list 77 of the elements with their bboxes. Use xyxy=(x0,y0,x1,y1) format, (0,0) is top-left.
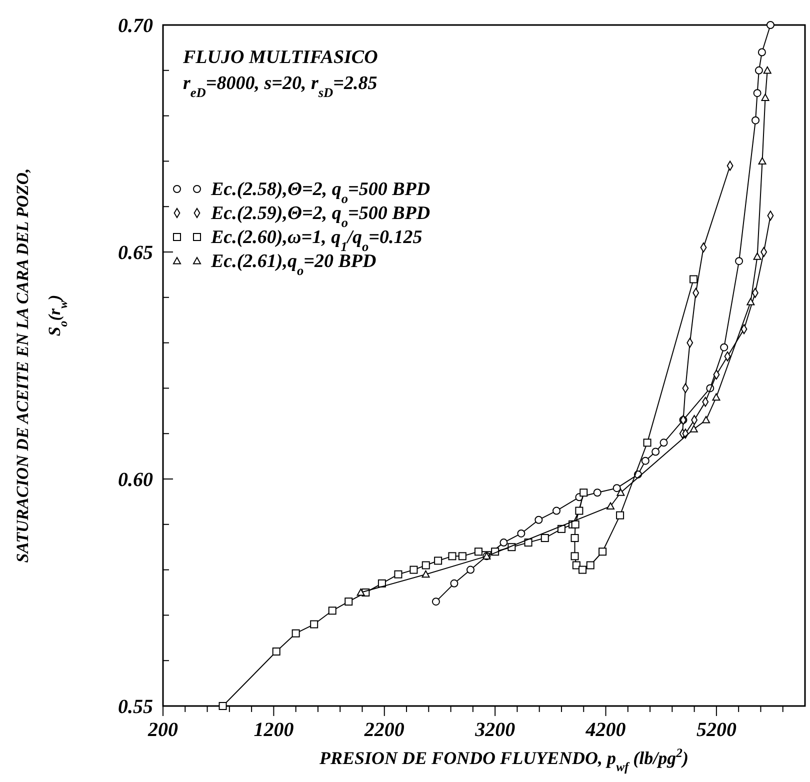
point xyxy=(540,534,549,542)
point xyxy=(448,552,456,560)
point xyxy=(410,566,418,574)
point xyxy=(763,66,772,74)
point xyxy=(458,552,466,560)
point xyxy=(394,570,402,578)
point xyxy=(570,534,579,542)
y-tick-label: 0.60 xyxy=(118,469,153,491)
point xyxy=(593,488,602,497)
point xyxy=(571,520,580,528)
point xyxy=(292,629,300,638)
x-tick-label: 1200 xyxy=(254,719,294,741)
point xyxy=(344,598,353,606)
point xyxy=(552,506,560,515)
point xyxy=(598,548,607,556)
annotation: FLUJO MULTIFASICO xyxy=(182,47,378,68)
point xyxy=(580,488,588,497)
x-tick-label: 4200 xyxy=(584,719,626,741)
point xyxy=(586,561,594,570)
point xyxy=(754,66,763,74)
y-tick-label: 0.70 xyxy=(118,15,153,37)
x-tick-label: 2200 xyxy=(363,719,404,741)
point xyxy=(616,511,624,520)
point xyxy=(766,21,774,29)
point xyxy=(606,502,615,510)
point xyxy=(356,588,365,596)
point xyxy=(753,89,762,98)
point xyxy=(218,702,227,710)
point xyxy=(434,556,442,565)
point xyxy=(578,566,587,574)
point xyxy=(746,298,755,306)
point xyxy=(272,648,280,656)
point xyxy=(524,538,532,547)
point xyxy=(612,484,621,492)
point xyxy=(575,506,584,515)
point xyxy=(466,566,474,574)
legend-label: Ec.(2.58),Θ=2, q$_{o}$=500 BPD xyxy=(210,179,430,206)
point xyxy=(758,157,766,164)
point xyxy=(752,116,760,124)
point xyxy=(570,552,579,560)
point xyxy=(702,416,710,424)
legend-label: Ec.(2.59),Θ=2, q$_{o}$=500 BPD xyxy=(210,203,430,230)
point xyxy=(534,516,543,524)
x-tick-label: 200 xyxy=(147,719,178,741)
point xyxy=(760,247,768,257)
point xyxy=(660,438,668,447)
point xyxy=(432,598,440,606)
legend-label: Ec.(2.61),q$_{o}$=20 BPD xyxy=(210,251,377,278)
point xyxy=(557,524,566,533)
point xyxy=(758,48,766,56)
point xyxy=(652,448,660,456)
point xyxy=(500,538,508,547)
point xyxy=(517,529,526,538)
point xyxy=(474,548,482,556)
point xyxy=(328,606,336,615)
legend-label: Ec.(2.60),ω=1, q$_{1}$/q$_{o}$=0.125 xyxy=(210,227,423,254)
x-tick-label: 3200 xyxy=(474,719,516,741)
point xyxy=(616,488,625,496)
point xyxy=(712,393,720,401)
point xyxy=(310,620,318,628)
point xyxy=(720,343,728,352)
point xyxy=(422,570,430,578)
point xyxy=(690,425,698,432)
point xyxy=(753,252,762,260)
point xyxy=(450,579,458,588)
point xyxy=(761,94,770,101)
point xyxy=(422,561,430,570)
point xyxy=(641,456,650,465)
x-axis-title: PRESION DE FONDO FLUYENDO, p$_{wf}$ (lb/pg$^{2}$) xyxy=(318,746,688,774)
y-tick-label: 0.55 xyxy=(118,696,153,718)
point xyxy=(690,275,698,284)
x-tick-label: 5200 xyxy=(696,719,736,741)
point xyxy=(572,561,580,570)
point xyxy=(735,257,744,266)
y-tick-label: 0.65 xyxy=(118,242,153,264)
annotation: r$_{eD}$=8000, s=20, r$_{sD}$=2.85 xyxy=(183,73,378,100)
point xyxy=(643,438,652,447)
